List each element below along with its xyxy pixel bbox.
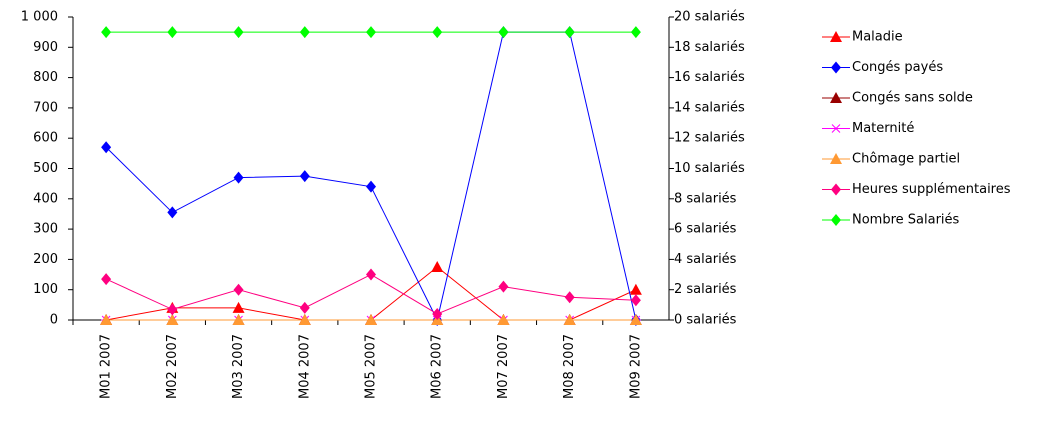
data-point: [497, 314, 510, 325]
legend-label: Chômage partiel: [852, 152, 960, 167]
legend-label: Congés payés: [852, 60, 943, 75]
y2-tick-label: 18 salariés: [674, 40, 745, 55]
x-tick-label: M08 2007: [562, 334, 577, 399]
legend-marker: [830, 31, 842, 42]
legend-marker: [831, 124, 841, 133]
x-tick-label: M04 2007: [297, 334, 312, 399]
data-point: [431, 260, 444, 272]
x-tick-label: M07 2007: [496, 334, 511, 399]
data-point: [498, 280, 509, 293]
y2-tick-label: 6 salariés: [674, 222, 737, 237]
data-point: [100, 314, 113, 325]
data-point: [432, 26, 443, 39]
data-point: [233, 171, 244, 184]
y2-tick-label: 10 salariés: [674, 161, 745, 176]
data-point: [630, 26, 641, 39]
y2-tick-label: 16 salariés: [674, 70, 745, 85]
legend-marker: [830, 153, 842, 164]
x-tick-label: M02 2007: [165, 334, 180, 399]
y-tick-label: 1 000: [21, 10, 58, 25]
y-tick-label: 400: [33, 191, 58, 206]
legend-label: Maladie: [852, 30, 903, 45]
x-tick-label: M05 2007: [364, 334, 379, 399]
legend-marker: [831, 183, 841, 196]
y2-tick-label: 20 salariés: [674, 10, 745, 25]
data-point: [365, 314, 377, 325]
data-point: [366, 180, 376, 193]
data-point: [233, 26, 244, 39]
data-point: [498, 26, 509, 39]
legend-marker: [830, 92, 842, 103]
data-point: [167, 206, 178, 219]
data-point: [366, 26, 376, 39]
data-point: [432, 307, 443, 320]
legend-marker: [831, 61, 841, 74]
x-tick-label: M01 2007: [99, 334, 114, 399]
data-point: [564, 291, 575, 304]
x-tick-label: M03 2007: [231, 334, 246, 399]
data-point: [299, 170, 310, 183]
legend-label: Nombre Salariés: [852, 213, 960, 228]
y-tick-label: 600: [33, 131, 58, 146]
y2-tick-label: 8 salariés: [674, 191, 737, 206]
y-tick-label: 0: [50, 313, 58, 328]
y2-tick-label: 0 salariés: [674, 313, 737, 328]
data-point: [232, 314, 245, 325]
y2-tick-label: 4 salariés: [674, 252, 737, 267]
y-tick-label: 800: [33, 70, 58, 85]
data-point: [232, 301, 245, 313]
x-tick-label: M09 2007: [628, 334, 643, 399]
x-tick-label: M06 2007: [430, 334, 445, 399]
y-tick-label: 100: [33, 282, 58, 297]
y-tick-label: 200: [33, 252, 58, 267]
data-point: [233, 283, 244, 296]
legend-label: Maternité: [852, 121, 914, 136]
y2-tick-label: 2 salariés: [674, 282, 737, 297]
y2-tick-label: 14 salariés: [674, 100, 745, 115]
data-point: [366, 268, 376, 281]
data-point: [629, 283, 642, 295]
data-point: [101, 273, 112, 286]
data-point: [167, 303, 178, 316]
data-point: [166, 314, 179, 325]
data-point: [299, 301, 310, 314]
y-tick-label: 500: [33, 161, 58, 176]
data-point: [629, 314, 642, 325]
data-point: [299, 26, 310, 39]
y2-tick-label: 12 salariés: [674, 131, 745, 146]
data-point: [167, 26, 178, 39]
legend-label: Heures supplémentaires: [852, 182, 1011, 197]
legend-label: Congés sans solde: [852, 91, 973, 106]
data-point: [298, 314, 311, 325]
y-tick-label: 300: [33, 222, 58, 237]
data-point: [563, 314, 576, 325]
y-tick-label: 700: [33, 100, 58, 115]
data-point: [630, 294, 641, 307]
data-point: [564, 26, 575, 39]
data-point: [101, 26, 112, 39]
data-point: [101, 141, 112, 154]
legend-marker: [831, 214, 841, 226]
y-tick-label: 900: [33, 40, 58, 55]
